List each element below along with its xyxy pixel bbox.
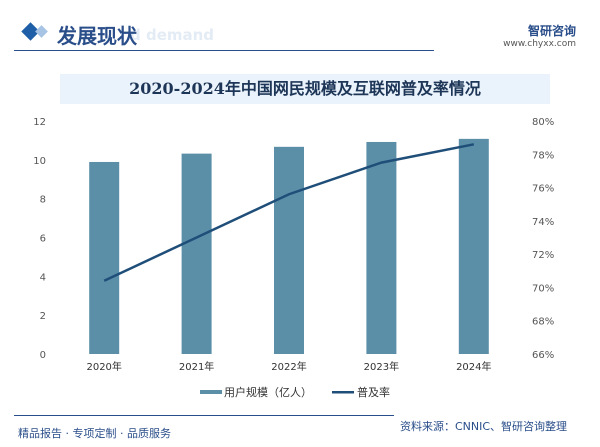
x-tick-label: 2023年: [364, 360, 399, 373]
y2-tick-label: 76%: [532, 184, 554, 195]
legend-label: 普及率: [357, 385, 390, 399]
source-note: 资料来源：CNNIC、智研咨询整理: [400, 420, 568, 433]
y2-tick-label: 74%: [532, 217, 554, 228]
brand-logo: 智研咨询: [527, 24, 576, 38]
legend-label: 用户规模（亿人）: [224, 385, 312, 399]
x-tick-label: 2021年: [179, 360, 214, 373]
x-tick-label: 2024年: [456, 360, 491, 373]
bar: [366, 141, 397, 354]
y2-tick-label: 70%: [532, 283, 554, 294]
bar: [181, 153, 212, 354]
x-tick-label: 2020年: [86, 360, 121, 373]
divider: [14, 50, 434, 51]
bar: [458, 138, 489, 354]
section-title: 发展现状: [57, 24, 137, 48]
ghost-text: d demand: [130, 26, 215, 44]
bar: [274, 146, 304, 354]
brand-url: www.chyxx.com: [503, 39, 576, 49]
y-tick-label: 8: [40, 195, 46, 206]
y-tick-label: 2: [40, 311, 46, 322]
x-tick-label: 2022年: [271, 360, 306, 373]
legend-swatch-bar: [200, 390, 222, 394]
y-tick-label: 6: [40, 234, 46, 245]
chart-title: 2020-2024年中国网民规模及互联网普及率情况: [129, 79, 481, 98]
y-tick-label: 0: [40, 350, 46, 361]
chart-title-bar: 2020-2024年中国网民规模及互联网普及率情况: [60, 74, 550, 104]
divider: [14, 415, 394, 416]
y2-tick-label: 80%: [532, 117, 554, 128]
y2-tick-label: 72%: [532, 250, 554, 261]
footer-tagline: 精品报告 · 专项定制 · 品质服务: [18, 427, 171, 440]
y2-tick-label: 68%: [532, 317, 554, 328]
line-series: [103, 143, 475, 282]
legend-swatch-line: [332, 391, 354, 394]
y-tick-label: 10: [33, 156, 46, 167]
y-tick-label: 4: [40, 272, 46, 283]
y2-tick-label: 78%: [532, 150, 554, 161]
y2-tick-label: 66%: [532, 350, 554, 361]
y-tick-label: 12: [33, 117, 46, 128]
bar: [89, 161, 120, 354]
